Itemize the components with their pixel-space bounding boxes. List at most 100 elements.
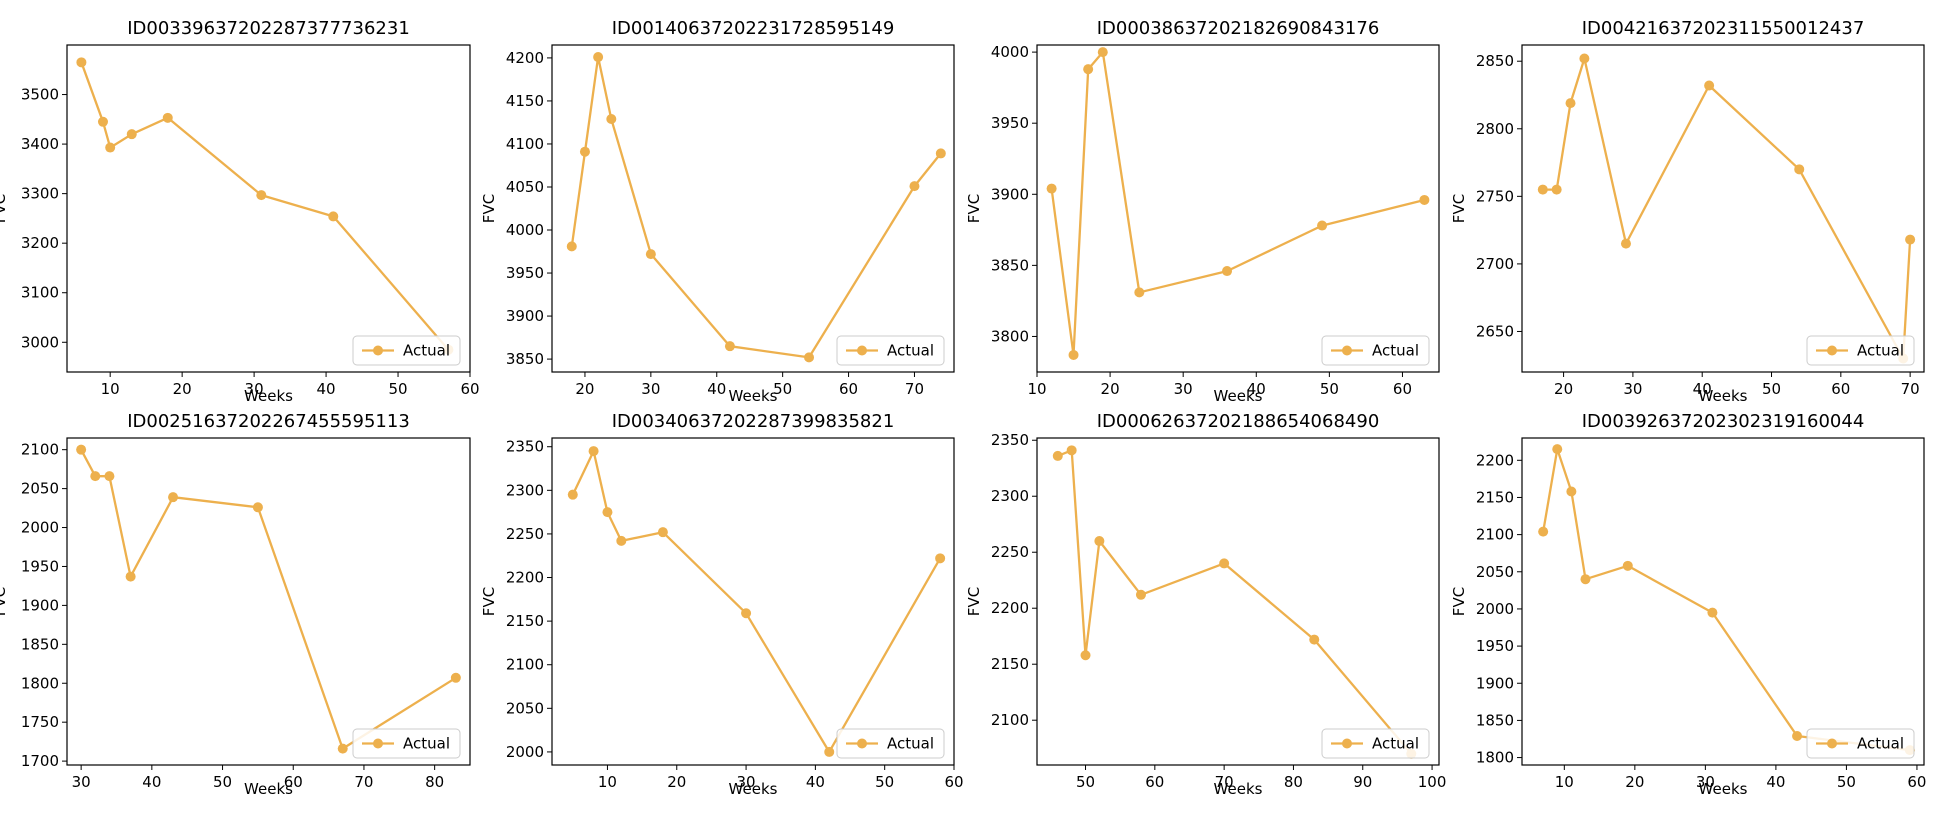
x-tick-label: 70 — [354, 773, 373, 791]
x-tick-label: 100 — [1418, 773, 1447, 791]
y-tick-label: 4050 — [506, 178, 544, 196]
data-point — [168, 492, 179, 503]
chart-title: ID00038637202182690843176 — [1097, 18, 1380, 39]
series-line — [1542, 57, 1912, 360]
legend: Actual — [352, 335, 461, 366]
data-point — [105, 142, 116, 153]
y-axis-label: FVC — [0, 587, 9, 616]
x-tick-label: 60 — [284, 773, 303, 791]
y-tick-label: 2000 — [1476, 600, 1514, 618]
x-tick-label: 50 — [1076, 773, 1095, 791]
y-axis-label: FVC — [1450, 194, 1468, 223]
y-tick-label: 2050 — [506, 699, 544, 717]
chart-panel: ID00251637202267455595113 30 40 50 60 70 80 170… — [0, 411, 471, 798]
x-tick-label: 10 — [1027, 380, 1046, 398]
legend-box — [836, 728, 945, 759]
chart-title: ID00140637202231728595149 — [612, 18, 895, 39]
legend-marker — [1827, 738, 1837, 749]
data-point — [935, 553, 946, 564]
series-group — [76, 444, 461, 754]
y-tick-label: 3000 — [21, 333, 59, 351]
y-tick-label: 3900 — [991, 185, 1029, 203]
legend-box — [352, 728, 461, 759]
y-tick-label: 2150 — [506, 612, 544, 630]
y-tick-label: 3850 — [991, 256, 1029, 274]
legend: Actual — [352, 728, 461, 759]
x-tick-label: 40 — [1766, 773, 1785, 791]
data-point — [1219, 558, 1230, 569]
series-line — [1057, 449, 1413, 755]
data-point — [588, 446, 599, 457]
x-tick-label: 70 — [1901, 380, 1920, 398]
data-point — [657, 527, 668, 538]
y-tick-label: 1850 — [1476, 711, 1514, 729]
data-point — [1538, 526, 1549, 537]
y-tick-label: 3400 — [21, 135, 59, 153]
data-point — [1792, 731, 1803, 742]
axes-frame — [1521, 44, 1925, 373]
y-tick-label: 2750 — [1476, 187, 1514, 205]
legend-box — [1806, 335, 1915, 366]
y-tick-label: 2350 — [506, 438, 544, 456]
y-tick-label: 2100 — [1476, 526, 1514, 544]
y-tick-label: 1950 — [21, 557, 59, 575]
legend-box — [1806, 728, 1915, 759]
y-tick-label: 2150 — [1476, 488, 1514, 506]
axes-frame — [551, 437, 955, 766]
legend-box — [352, 335, 461, 366]
y-tick-label: 2000 — [506, 743, 544, 761]
data-point — [1080, 650, 1091, 661]
series-group — [76, 57, 454, 355]
y-tick-label: 2650 — [1476, 322, 1514, 340]
x-tick-label: 60 — [1145, 773, 1164, 791]
y-tick-label: 3300 — [21, 185, 59, 203]
x-axis-label: Weeks — [729, 387, 778, 405]
series-group — [1537, 53, 1916, 364]
legend-box — [836, 335, 945, 366]
x-tick-label: 20 — [1554, 380, 1573, 398]
legend-marker — [857, 345, 867, 356]
legend-marker — [373, 738, 383, 749]
x-tick-label: 50 — [213, 773, 232, 791]
chart-title: ID00421637202311550012437 — [1582, 18, 1865, 39]
y-tick-label: 4100 — [506, 135, 544, 153]
legend-marker — [1342, 738, 1352, 749]
chart-title: ID00339637202287377736231 — [127, 18, 410, 39]
y-tick-label: 1750 — [21, 713, 59, 731]
legend-marker — [1342, 345, 1352, 356]
data-point — [1552, 444, 1563, 455]
y-tick-label: 2800 — [1476, 120, 1514, 138]
chart-title: ID00062637202188654068490 — [1097, 411, 1380, 432]
data-point — [1052, 450, 1063, 461]
data-point — [724, 341, 735, 352]
x-axis-label: Weeks — [1214, 387, 1263, 405]
data-point — [256, 190, 267, 201]
chart-panel: ID00062637202188654068490 50 60 70 80 90 100 21… — [965, 411, 1446, 798]
series-group — [567, 446, 946, 757]
data-point — [645, 249, 656, 260]
x-tick-label: 50 — [773, 380, 792, 398]
data-point — [1068, 349, 1079, 360]
data-point — [606, 114, 617, 125]
x-tick-label: 80 — [1284, 773, 1303, 791]
axes-frame — [1036, 44, 1440, 373]
y-tick-label: 2700 — [1476, 255, 1514, 273]
data-point — [616, 535, 627, 546]
y-tick-label: 2200 — [506, 569, 544, 587]
x-tick-label: 50 — [388, 380, 407, 398]
y-axis-label: FVC — [965, 587, 983, 616]
data-point — [76, 444, 87, 455]
y-tick-label: 2150 — [991, 655, 1029, 673]
legend: Actual — [1806, 335, 1915, 366]
y-tick-label: 3900 — [506, 307, 544, 325]
legend: Actual — [1806, 728, 1915, 759]
y-tick-label: 2250 — [506, 525, 544, 543]
x-axis-label: Weeks — [1214, 780, 1263, 798]
data-point — [1309, 634, 1320, 645]
x-tick-label: 50 — [1837, 773, 1856, 791]
data-point — [1551, 184, 1562, 195]
y-tick-label: 1900 — [1476, 674, 1514, 692]
y-tick-label: 2350 — [991, 431, 1029, 449]
series-line — [1542, 447, 1911, 752]
